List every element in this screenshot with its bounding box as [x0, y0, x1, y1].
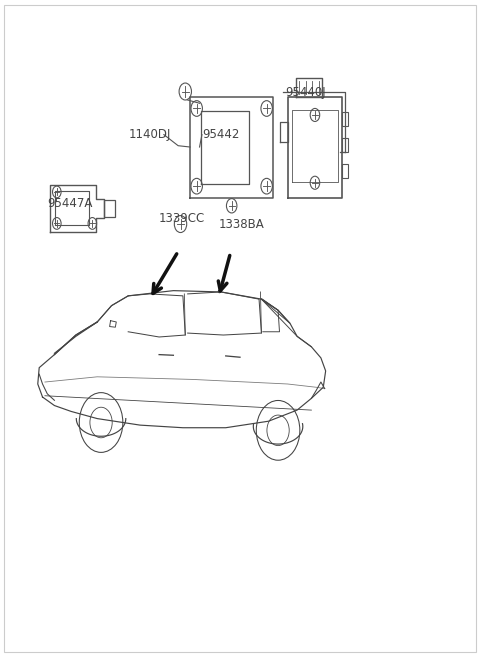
Text: 95442: 95442: [202, 128, 240, 141]
Text: 1338BA: 1338BA: [218, 217, 264, 231]
Text: 95447A: 95447A: [48, 196, 93, 210]
Text: 1140DJ: 1140DJ: [128, 128, 170, 141]
Text: 1339CC: 1339CC: [159, 212, 205, 225]
Text: 95440J: 95440J: [285, 85, 326, 99]
